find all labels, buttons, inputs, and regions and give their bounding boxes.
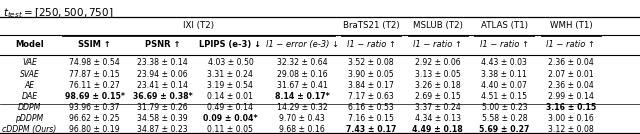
Text: 14.29 ± 0.32: 14.29 ± 0.32 bbox=[276, 103, 328, 112]
Text: 76.11 ± 0.27: 76.11 ± 0.27 bbox=[69, 81, 120, 90]
Text: 23.41 ± 0.14: 23.41 ± 0.14 bbox=[137, 81, 188, 90]
Text: IXI (T2): IXI (T2) bbox=[183, 21, 214, 30]
Text: 0.14 ± 0.01: 0.14 ± 0.01 bbox=[207, 92, 253, 101]
Text: 4.34 ± 0.13: 4.34 ± 0.13 bbox=[415, 114, 461, 123]
Text: 2.99 ± 0.14: 2.99 ± 0.14 bbox=[548, 92, 594, 101]
Text: pDDPM: pDDPM bbox=[15, 114, 44, 123]
Text: Model: Model bbox=[15, 40, 44, 49]
Text: 96.80 ± 0.19: 96.80 ± 0.19 bbox=[69, 125, 120, 134]
Text: 0.09 ± 0.04*: 0.09 ± 0.04* bbox=[203, 114, 258, 123]
Text: 29.08 ± 0.16: 29.08 ± 0.16 bbox=[276, 70, 328, 79]
Text: 3.38 ± 0.11: 3.38 ± 0.11 bbox=[481, 70, 527, 79]
Text: 6.16 ± 0.53: 6.16 ± 0.53 bbox=[348, 103, 394, 112]
Text: 3.84 ± 0.17: 3.84 ± 0.17 bbox=[348, 81, 394, 90]
Text: 36.69 ± 0.38*: 36.69 ± 0.38* bbox=[132, 92, 193, 101]
Text: 9.68 ± 0.16: 9.68 ± 0.16 bbox=[279, 125, 325, 134]
Text: 0.11 ± 0.05: 0.11 ± 0.05 bbox=[207, 125, 253, 134]
Text: AE: AE bbox=[24, 81, 35, 90]
Text: 7.17 ± 0.63: 7.17 ± 0.63 bbox=[348, 92, 394, 101]
Text: 7.43 ± 0.17: 7.43 ± 0.17 bbox=[346, 125, 396, 134]
Text: 0.49 ± 0.14: 0.49 ± 0.14 bbox=[207, 103, 253, 112]
Text: 96.62 ± 0.25: 96.62 ± 0.25 bbox=[70, 114, 120, 123]
Text: 31.79 ± 0.26: 31.79 ± 0.26 bbox=[137, 103, 188, 112]
Text: BraTS21 (T2): BraTS21 (T2) bbox=[343, 21, 399, 30]
Text: 74.98 ± 0.54: 74.98 ± 0.54 bbox=[69, 58, 120, 68]
Text: 5.69 ± 0.27: 5.69 ± 0.27 bbox=[479, 125, 529, 134]
Text: 93.96 ± 0.37: 93.96 ± 0.37 bbox=[70, 103, 120, 112]
Text: SSIM ↑: SSIM ↑ bbox=[78, 40, 111, 49]
Text: l1 − ratio ↑: l1 − ratio ↑ bbox=[480, 40, 529, 49]
Text: PSNR ↑: PSNR ↑ bbox=[145, 40, 180, 49]
Text: 2.36 ± 0.04: 2.36 ± 0.04 bbox=[548, 81, 594, 90]
Text: 2.07 ± 0.01: 2.07 ± 0.01 bbox=[548, 70, 594, 79]
Text: WMH (T1): WMH (T1) bbox=[550, 21, 592, 30]
Text: 3.16 ± 0.15: 3.16 ± 0.15 bbox=[546, 103, 596, 112]
Text: 3.26 ± 0.18: 3.26 ± 0.18 bbox=[415, 81, 461, 90]
Text: l1 − ratio ↑: l1 − ratio ↑ bbox=[347, 40, 396, 49]
Text: ATLAS (T1): ATLAS (T1) bbox=[481, 21, 528, 30]
Text: 23.38 ± 0.14: 23.38 ± 0.14 bbox=[137, 58, 188, 68]
Text: 3.13 ± 0.05: 3.13 ± 0.05 bbox=[415, 70, 461, 79]
Text: DAE: DAE bbox=[21, 92, 38, 101]
Text: 8.14 ± 0.17*: 8.14 ± 0.17* bbox=[275, 92, 330, 101]
Text: 3.37 ± 0.24: 3.37 ± 0.24 bbox=[415, 103, 461, 112]
Text: 3.12 ± 0.08: 3.12 ± 0.08 bbox=[548, 125, 594, 134]
Text: 31.67 ± 0.41: 31.67 ± 0.41 bbox=[276, 81, 328, 90]
Text: 32.32 ± 0.64: 32.32 ± 0.64 bbox=[276, 58, 328, 68]
Text: 3.19 ± 0.54: 3.19 ± 0.54 bbox=[207, 81, 253, 90]
Text: 2.36 ± 0.04: 2.36 ± 0.04 bbox=[548, 58, 594, 68]
Text: l1 − ratio ↑: l1 − ratio ↑ bbox=[413, 40, 462, 49]
Text: 5.58 ± 0.28: 5.58 ± 0.28 bbox=[481, 114, 527, 123]
Text: 9.70 ± 0.43: 9.70 ± 0.43 bbox=[279, 114, 325, 123]
Text: 34.87 ± 0.23: 34.87 ± 0.23 bbox=[137, 125, 188, 134]
Text: 5.00 ± 0.23: 5.00 ± 0.23 bbox=[481, 103, 527, 112]
Text: 23.94 ± 0.06: 23.94 ± 0.06 bbox=[137, 70, 188, 79]
Text: 7.16 ± 0.15: 7.16 ± 0.15 bbox=[348, 114, 394, 123]
Text: DDPM: DDPM bbox=[18, 103, 41, 112]
Text: 3.00 ± 0.16: 3.00 ± 0.16 bbox=[548, 114, 594, 123]
Text: SVAE: SVAE bbox=[20, 70, 39, 79]
Text: 4.49 ± 0.18: 4.49 ± 0.18 bbox=[412, 125, 463, 134]
Text: 2.92 ± 0.06: 2.92 ± 0.06 bbox=[415, 58, 461, 68]
Text: 3.90 ± 0.05: 3.90 ± 0.05 bbox=[348, 70, 394, 79]
Text: 3.31 ± 0.24: 3.31 ± 0.24 bbox=[207, 70, 253, 79]
Text: 4.03 ± 0.50: 4.03 ± 0.50 bbox=[207, 58, 253, 68]
Text: 4.43 ± 0.03: 4.43 ± 0.03 bbox=[481, 58, 527, 68]
Text: cDDPM (Ours): cDDPM (Ours) bbox=[3, 125, 56, 134]
Text: 4.40 ± 0.07: 4.40 ± 0.07 bbox=[481, 81, 527, 90]
Text: 77.87 ± 0.15: 77.87 ± 0.15 bbox=[69, 70, 120, 79]
Text: 2.69 ± 0.15: 2.69 ± 0.15 bbox=[415, 92, 461, 101]
Text: MSLUB (T2): MSLUB (T2) bbox=[413, 21, 463, 30]
Text: l1 − ratio ↑: l1 − ratio ↑ bbox=[547, 40, 595, 49]
Text: 98.69 ± 0.15*: 98.69 ± 0.15* bbox=[65, 92, 125, 101]
Text: 4.51 ± 0.15: 4.51 ± 0.15 bbox=[481, 92, 527, 101]
Text: VAE: VAE bbox=[22, 58, 37, 68]
Text: l1 − error (e-3) ↓: l1 − error (e-3) ↓ bbox=[266, 40, 339, 49]
Text: 3.52 ± 0.08: 3.52 ± 0.08 bbox=[348, 58, 394, 68]
Text: 34.58 ± 0.39: 34.58 ± 0.39 bbox=[137, 114, 188, 123]
Text: LPIPS (e-3) ↓: LPIPS (e-3) ↓ bbox=[199, 40, 262, 49]
Text: $t_{test} = [250, 500, 750]$: $t_{test} = [250, 500, 750]$ bbox=[3, 6, 113, 20]
